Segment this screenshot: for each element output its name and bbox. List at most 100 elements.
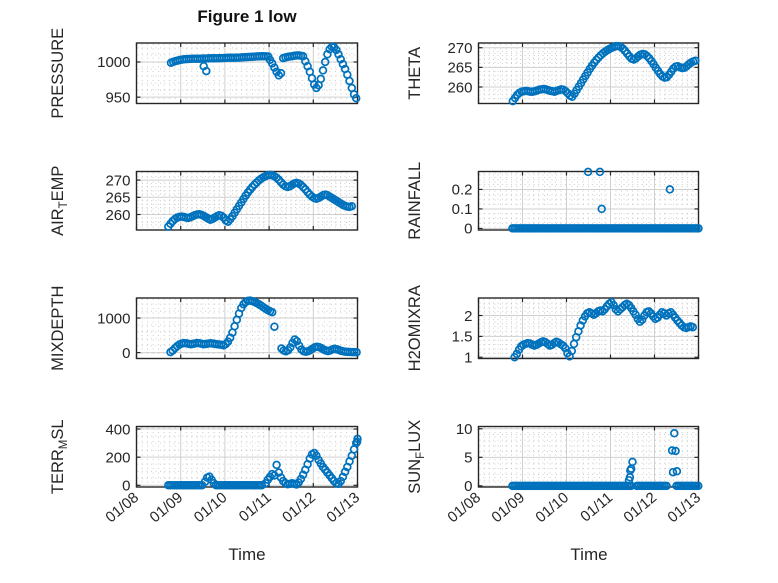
data-point-marker bbox=[320, 57, 330, 67]
y-tick-labels: 0 0.1 0.2 bbox=[452, 182, 473, 238]
subplot-RAINFALL: 0 0.1 0.2 RAINFALL bbox=[406, 162, 703, 240]
data-point-marker bbox=[694, 481, 703, 491]
y-tick-label: 1000 bbox=[97, 310, 130, 327]
data-point-marker bbox=[276, 69, 286, 78]
minor-grid bbox=[479, 172, 698, 229]
y-tick-label: 0.1 bbox=[452, 201, 473, 218]
data-point-marker bbox=[644, 307, 654, 316]
data-point-marker bbox=[351, 93, 361, 103]
data-point-marker bbox=[594, 53, 603, 62]
data-point-marker bbox=[332, 45, 341, 55]
x-tick-label: 01/09 bbox=[147, 489, 187, 526]
y-tick-label: 1000 bbox=[97, 54, 130, 71]
data-point-marker bbox=[670, 429, 679, 438]
data-point-marker bbox=[598, 307, 607, 316]
x-tick-label: 01/08 bbox=[102, 489, 142, 526]
x-tick-labels: 01/08 01/09 01/10 01/11 01/12 01/13 bbox=[102, 489, 363, 526]
data-point-marker bbox=[561, 87, 570, 96]
axes-box bbox=[135, 170, 359, 231]
data-point-marker bbox=[267, 59, 277, 68]
data-point-marker bbox=[316, 74, 326, 84]
y-tick-labels: 0 5 10 bbox=[456, 421, 473, 495]
data-markers bbox=[166, 296, 361, 357]
subplot-MIXDEPTH: 0 1000 MIXDEPTH bbox=[49, 286, 361, 371]
data-point-marker bbox=[691, 56, 700, 65]
data-point-marker bbox=[642, 51, 652, 61]
data-point-marker bbox=[637, 315, 647, 324]
data-point-marker bbox=[338, 59, 348, 69]
y-tick-label: 265 bbox=[105, 190, 130, 207]
subplot-TERR_MSL: 0 200 400 01/08 01/09 01/10 01/11 01/12 01/13 TER… bbox=[49, 419, 363, 526]
data-point-marker bbox=[671, 446, 680, 456]
y-tick-labels: 0 1000 bbox=[97, 310, 130, 362]
subplot-PRESSURE: 950 1000 PRESSURE bbox=[49, 28, 361, 119]
data-markers bbox=[510, 297, 698, 362]
x-tick-label: 01/12 bbox=[620, 489, 660, 526]
axes-box bbox=[477, 297, 700, 360]
data-point-marker bbox=[635, 317, 645, 327]
axes-box bbox=[477, 42, 700, 105]
y-tick-label: 260 bbox=[447, 79, 472, 96]
data-markers bbox=[166, 42, 361, 103]
y-tick-label: 270 bbox=[447, 40, 472, 57]
subplot-SUN_FLUX: 0 5 10 01/08 01/09 01/10 01/11 01/12 01/13 SUNFLU… bbox=[406, 420, 704, 526]
y-tick-label: 265 bbox=[447, 60, 472, 77]
figure-title: Figure 1 low bbox=[197, 7, 297, 26]
y-axis-label-PRESSURE: PRESSURE bbox=[49, 28, 67, 119]
y-tick-label: 950 bbox=[105, 89, 130, 106]
data-point-marker bbox=[274, 71, 284, 80]
x-axis-label-left: Time bbox=[228, 545, 266, 564]
data-point-marker bbox=[334, 50, 343, 59]
data-point-marker bbox=[336, 54, 345, 64]
plot-background bbox=[478, 171, 699, 230]
minor-grid bbox=[137, 299, 357, 358]
data-point-marker bbox=[662, 481, 671, 491]
y-axis-label-MIXDEPTH: MIXDEPTH bbox=[49, 286, 67, 371]
data-point-marker bbox=[340, 467, 350, 477]
y-tick-label: 400 bbox=[105, 421, 130, 438]
data-point-marker bbox=[667, 446, 677, 455]
data-point-marker bbox=[595, 167, 605, 177]
data-point-marker bbox=[292, 480, 301, 489]
data-point-marker bbox=[688, 322, 698, 332]
y-axis-label-RAINFALL: RAINFALL bbox=[406, 162, 424, 240]
y-axis-label-H2OMIXRA: H2OMIXRA bbox=[406, 285, 424, 371]
y-tick-labels: 950 1000 bbox=[97, 54, 130, 106]
y-tick-labels: 0 200 400 bbox=[105, 421, 130, 494]
x-tick-labels: 01/08 01/09 01/10 01/11 01/12 01/13 bbox=[444, 489, 704, 526]
data-point-marker bbox=[512, 349, 522, 359]
data-point-marker bbox=[665, 185, 675, 194]
data-point-marker bbox=[202, 66, 211, 76]
subplot-THETA: 260 265 270 THETA bbox=[406, 40, 700, 106]
data-markers bbox=[164, 434, 362, 490]
y-tick-labels: 260 265 270 bbox=[447, 40, 472, 96]
data-point-marker bbox=[609, 300, 618, 310]
tick-marks bbox=[477, 43, 700, 104]
data-point-marker bbox=[578, 316, 588, 325]
data-point-marker bbox=[672, 467, 682, 476]
data-point-marker bbox=[345, 76, 354, 86]
data-point-marker bbox=[305, 454, 315, 463]
data-point-marker bbox=[336, 476, 345, 486]
y-tick-label: 10 bbox=[456, 421, 473, 438]
data-point-marker bbox=[272, 460, 281, 470]
data-point-marker bbox=[613, 307, 623, 316]
data-point-marker bbox=[694, 224, 703, 233]
y-tick-label: 0 bbox=[122, 345, 130, 362]
y-tick-label: 0 bbox=[464, 478, 472, 495]
x-tick-label: 01/11 bbox=[236, 489, 275, 525]
y-axis-label-AIR_TEMP: AIRTEMP bbox=[49, 166, 70, 236]
data-point-marker bbox=[352, 347, 361, 357]
y-tick-label: 1.5 bbox=[452, 329, 473, 346]
data-point-marker bbox=[272, 173, 281, 182]
x-tick-label: 01/11 bbox=[577, 489, 616, 525]
y-tick-label: 270 bbox=[105, 172, 130, 189]
data-point-marker bbox=[583, 167, 593, 177]
y-axis-label-TERR_MSL: TERRMSL bbox=[49, 419, 70, 494]
x-tick-label: 01/13 bbox=[664, 489, 704, 526]
y-axis-label-SUN_FLUX: SUNFLUX bbox=[406, 420, 427, 494]
y-tick-label: 200 bbox=[105, 449, 130, 466]
